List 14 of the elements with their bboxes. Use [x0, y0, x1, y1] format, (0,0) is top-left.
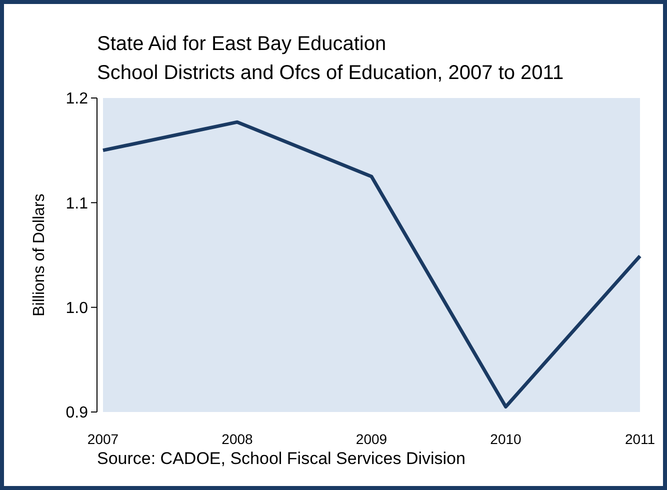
x-tick-label: 2007: [87, 431, 119, 447]
y-tick-label: 1.1: [66, 195, 88, 212]
y-axis-title: Billions of Dollars: [31, 194, 48, 316]
y-tick-label: 0.9: [66, 404, 88, 422]
chart-title: State Aid for East Bay Education: [97, 33, 386, 55]
chart-subtitle: School Districts and Ofcs of Education, 2007 to 2011: [97, 62, 564, 84]
x-tick-label: 2008: [222, 431, 254, 447]
x-tick-label: 2009: [356, 431, 388, 447]
source-note: Source: CADOE, School Fiscal Services Division: [97, 449, 466, 468]
x-tick-label: 2011: [624, 431, 656, 447]
x-tick-label: 2010: [490, 431, 522, 447]
y-tick-label: 1.0: [66, 300, 88, 317]
line-series: [101, 120, 642, 409]
y-tick-label: 1.2: [66, 90, 88, 108]
